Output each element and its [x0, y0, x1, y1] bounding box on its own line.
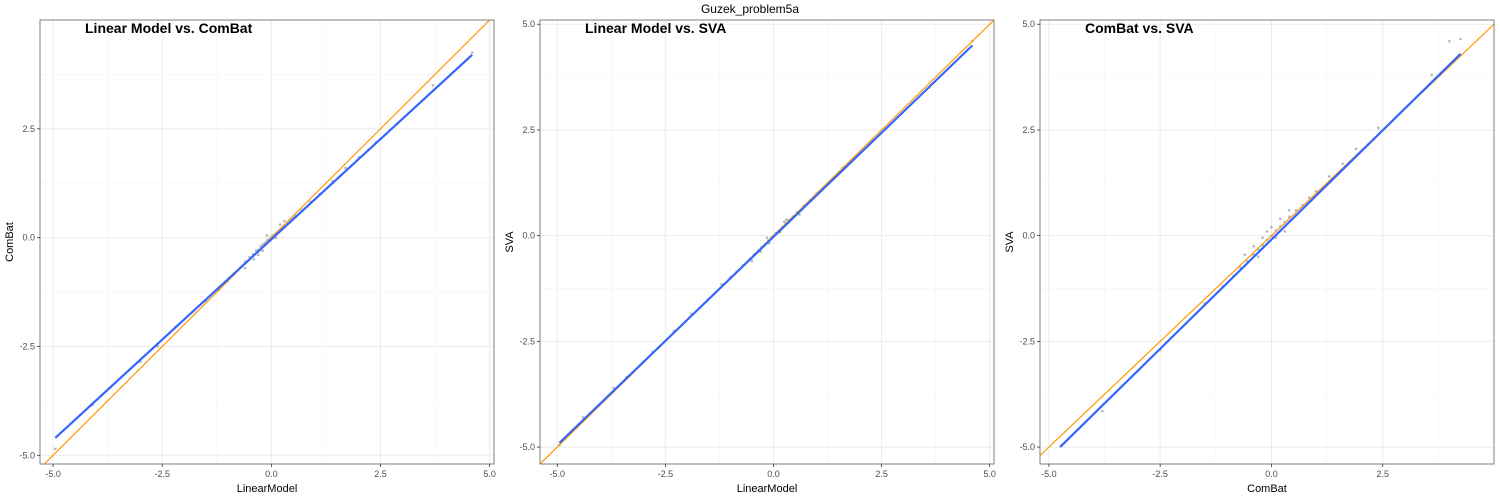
y-tick-label: 0.0	[22, 233, 35, 243]
data-point	[252, 258, 256, 261]
panel-3: -5.0 -2.5 0.0 2.5 -5.0 -2.5 0.0 2.5 5.0 ComBat SVA…	[1004, 19, 1495, 495]
data-point	[431, 83, 435, 87]
data-point	[283, 219, 286, 223]
y-axis-title: ComBat	[4, 222, 16, 262]
y-tick-label: -5.0	[19, 450, 35, 460]
data-point	[259, 245, 262, 248]
data-point	[765, 236, 769, 240]
data-point	[1256, 255, 1260, 259]
data-point	[1252, 244, 1255, 248]
x-tick-label: -5.0	[550, 469, 566, 479]
panel-border	[1039, 19, 1495, 465]
y-tick-label: 0.0	[522, 231, 535, 241]
y-tick-label: 2.5	[22, 124, 35, 134]
fit-line	[1059, 53, 1462, 448]
y-tick-label: -5.0	[1019, 442, 1035, 452]
x-axis-title: LinearModel	[737, 483, 798, 495]
y-tick-label: -5.0	[519, 442, 535, 452]
fit-line	[54, 54, 473, 439]
data-point	[1287, 208, 1291, 212]
x-tick-label: -5.0	[45, 469, 61, 479]
data-point	[1294, 208, 1298, 212]
y-tick-label: 2.5	[1022, 125, 1035, 135]
data-point	[1270, 225, 1273, 229]
x-tick-label: 0.0	[1265, 469, 1278, 479]
data-point	[1341, 162, 1344, 166]
data-point	[1283, 230, 1287, 233]
data-point	[1265, 230, 1269, 233]
data-point	[1101, 409, 1104, 413]
grid	[540, 20, 994, 464]
identity-line	[1040, 23, 1494, 457]
data-point	[782, 220, 786, 224]
panel-title: Linear Model vs. SVA	[585, 20, 726, 36]
x-tick-label: 2.5	[374, 469, 387, 479]
data-point	[1307, 196, 1311, 199]
panel-2: -5.0 -2.5 0.0 2.5 5.0 -5.0 -2.5 0.0 2.5 5.0 Linear…	[504, 19, 996, 495]
x-tick-label: -2.5	[154, 469, 170, 479]
x-axis-title: ComBat	[1247, 483, 1287, 495]
data-point	[243, 266, 247, 270]
panel-1: -5.0 -2.5 0.0 2.5 5.0 -5.0 -2.5 0.0 2.5 LinearMod…	[4, 19, 496, 495]
grid	[40, 20, 494, 464]
data-point	[344, 166, 347, 170]
x-tick-label: -2.5	[1152, 469, 1168, 479]
panel-border	[539, 19, 995, 465]
data-point	[1243, 253, 1247, 256]
data-point	[612, 386, 615, 390]
data-point	[1279, 217, 1282, 221]
x-tick-label: -5.0	[1041, 469, 1057, 479]
x-tick-label: 5.0	[983, 469, 996, 479]
y-axis-title: SVA	[504, 231, 516, 253]
x-tick-label: 0.0	[767, 469, 780, 479]
y-tick-label: -2.5	[1019, 336, 1035, 346]
data-point	[750, 259, 754, 263]
data-point	[1448, 39, 1451, 43]
data-point	[265, 234, 269, 237]
y-tick-label: 2.5	[522, 125, 535, 135]
x-tick-label: 5.0	[483, 469, 496, 479]
data-point	[1376, 126, 1380, 130]
data-point	[1261, 236, 1264, 240]
fit-line	[558, 44, 974, 444]
data-point	[1430, 73, 1433, 77]
panel-border	[39, 19, 495, 465]
y-axis-title: SVA	[1004, 231, 1016, 253]
data-point	[470, 51, 474, 54]
data-point	[256, 253, 260, 257]
data-point	[1314, 189, 1318, 193]
x-tick-label: 2.5	[875, 469, 888, 479]
panel-title: Linear Model vs. ComBat	[85, 20, 253, 36]
y-tick-label: 5.0	[522, 19, 535, 29]
plot-area	[43, 20, 491, 464]
panel-title: ComBat vs. SVA	[1085, 20, 1194, 36]
y-tick-label: 0.0	[1022, 231, 1035, 241]
x-tick-label: -2.5	[658, 469, 674, 479]
x-tick-label: 0.0	[265, 469, 278, 479]
plot-area	[1040, 23, 1494, 457]
data-point	[785, 218, 788, 221]
grid	[1040, 20, 1494, 464]
data-point	[1354, 147, 1358, 151]
data-point	[278, 223, 282, 226]
y-tick-label: -2.5	[519, 336, 535, 346]
x-tick-label: 2.5	[1376, 469, 1389, 479]
y-tick-label: 5.0	[1022, 19, 1035, 29]
data-point	[1287, 215, 1291, 218]
data-point	[53, 447, 57, 451]
data-point	[261, 249, 264, 253]
figure-suptitle: Guzek_problem5a	[701, 2, 799, 16]
y-tick-label: -2.5	[19, 341, 35, 351]
data-point	[156, 345, 160, 348]
x-axis-title: LinearModel	[237, 483, 298, 495]
data-point	[1328, 175, 1331, 178]
plot-area	[540, 20, 994, 464]
data-point	[1459, 37, 1462, 41]
